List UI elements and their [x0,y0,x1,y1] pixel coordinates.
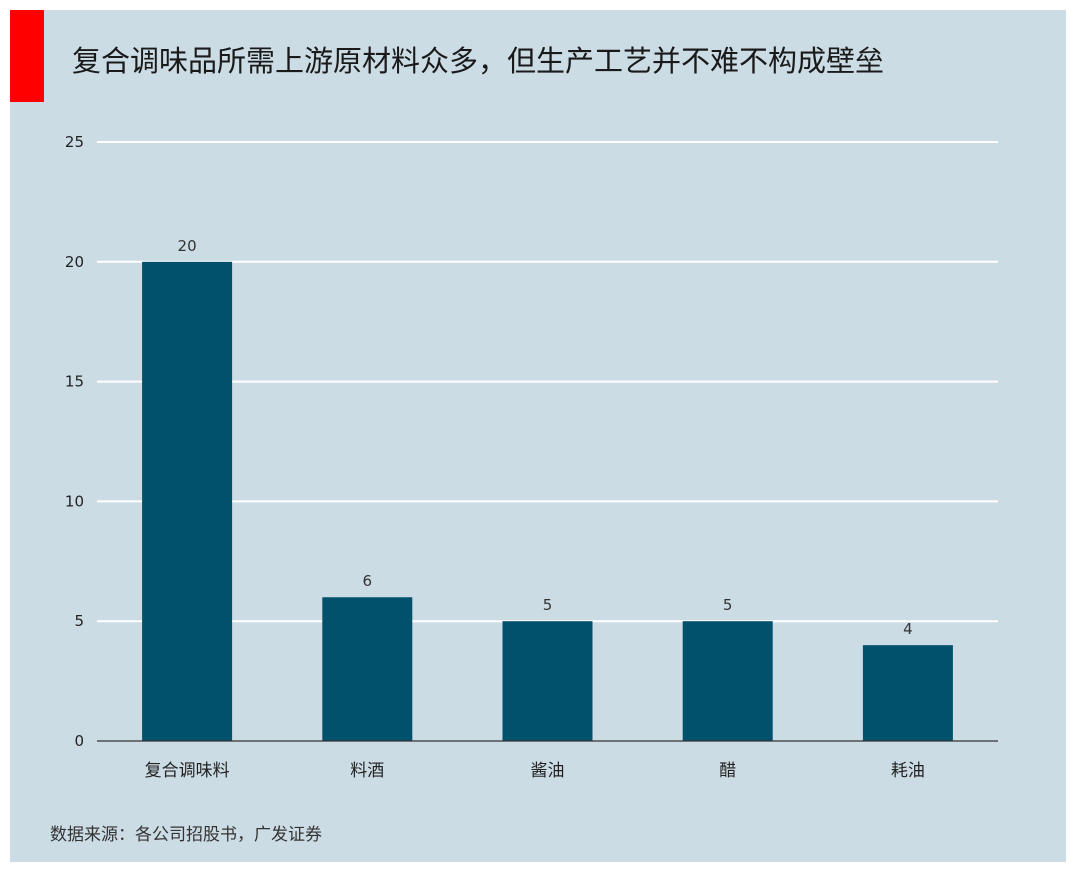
category-label-1: 复合调味料 [145,761,230,781]
bar-3 [502,621,593,741]
bar-4 [682,621,773,741]
category-label-5: 耗油 [891,761,925,781]
y-tick-label-25: 25 [65,133,84,151]
y-tick-label-10: 10 [65,492,84,510]
y-tick-label-0: 0 [74,732,84,750]
data-label-1: 20 [178,237,197,255]
bar-1 [142,261,233,741]
data-label-5: 4 [903,620,913,638]
bars [142,261,953,741]
gridlines [97,141,998,623]
category-label-4: 醋 [719,761,736,781]
title-accent-bar [10,10,44,102]
data-labels: 20 6 5 5 4 [178,237,913,638]
data-label-3: 5 [543,596,553,614]
x-axis-categories: 复合调味料 料酒 酱油 醋 耗油 [145,761,925,781]
chart-title: 复合调味品所需上游原材料众多，但生产工艺并不难不构成壁垒 [72,44,885,78]
category-label-2: 料酒 [350,761,384,781]
y-axis-ticks: 0 5 10 15 20 25 [65,133,84,750]
category-label-3: 酱油 [531,761,565,781]
y-tick-label-15: 15 [65,373,84,391]
y-tick-label-5: 5 [74,612,84,630]
y-tick-label-20: 20 [65,253,84,271]
data-label-4: 5 [723,596,733,614]
bar-2 [322,597,413,741]
data-label-2: 6 [363,572,373,590]
source-note: 数据来源：各公司招股书，广发证券 [50,825,322,845]
bar-5 [862,645,953,741]
